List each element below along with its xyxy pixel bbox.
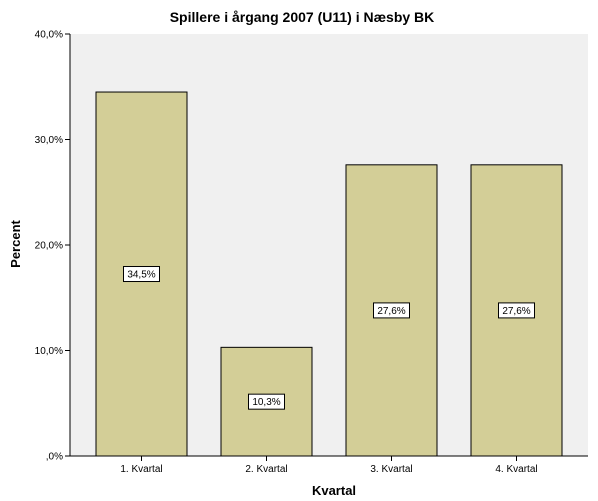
x-tick-label: 3. Kvartal: [370, 464, 412, 475]
x-axis-title: Kvartal: [312, 483, 356, 498]
data-label-text: 27,6%: [502, 306, 530, 317]
bars: 34,5% 10,3% 27,6% 27,6%: [95, 91, 563, 457]
data-label: 10,3%: [248, 393, 285, 410]
data-label-text: 10,3%: [252, 397, 280, 408]
data-label-box: [373, 302, 410, 319]
y-tick-label: 30,0%: [35, 135, 63, 146]
data-label-box: [498, 302, 535, 319]
y-tick-label: 20,0%: [35, 241, 63, 252]
y-tick-label: 10,0%: [35, 346, 63, 357]
x-tick-label: 4. Kvartal: [495, 464, 537, 475]
data-label-text: 34,5%: [127, 270, 155, 281]
x-tick-label: 2. Kvartal: [245, 464, 287, 475]
chart-title: Spillere i årgang 2007 (U11) i Næsby BK: [170, 9, 435, 25]
data-label-box: [123, 266, 160, 283]
data-label: 27,6%: [498, 302, 535, 319]
data-label: 34,5%: [123, 266, 160, 283]
y-tick-label: ,0%: [46, 452, 63, 463]
y-tick-label: 40,0%: [35, 30, 63, 41]
x-axis-ticks: 1. Kvartal 2. Kvartal 3. Kvartal 4. Kvartal: [120, 456, 538, 475]
data-label: 27,6%: [373, 302, 410, 319]
y-axis-title: Percent: [8, 219, 23, 267]
data-label-text: 27,6%: [377, 306, 405, 317]
data-label-box: [248, 393, 285, 410]
y-axis-ticks: ,0% 10,0% 20,0% 30,0% 40,0%: [35, 30, 70, 463]
x-tick-label: 1. Kvartal: [120, 464, 162, 475]
